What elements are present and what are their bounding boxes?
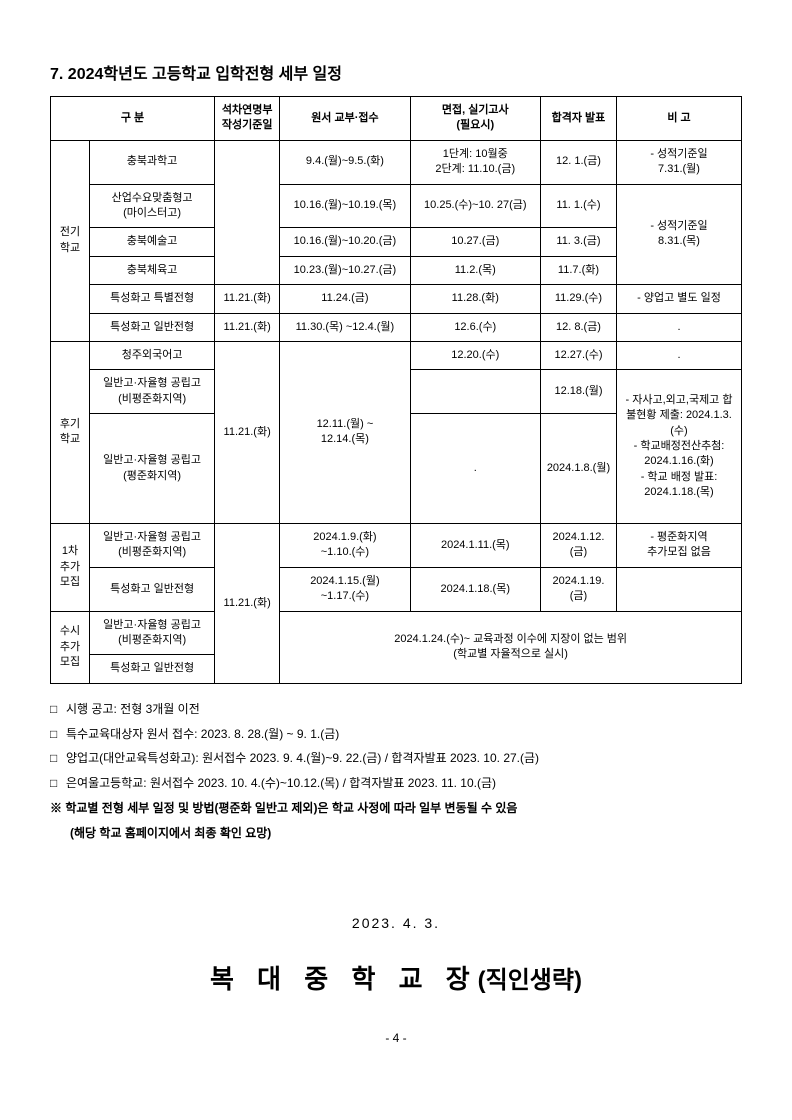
cat: 특성화고 일반전형: [90, 567, 215, 611]
cell-apply: 10.23.(월)~10.27.(금): [280, 256, 410, 284]
header-bigo: 비 고: [617, 97, 742, 141]
cell-date: 11.21.(화): [215, 285, 280, 313]
cell-merged: 2024.1.24.(수)~ 교육과정 이수에 지장이 없는 범위(학교별 자율…: [280, 611, 742, 683]
cell-exam: 10.27.(금): [410, 228, 540, 256]
cell-note: - 성적기준일8.31.(목): [617, 184, 742, 285]
table-row: 특성화고 특별전형 11.21.(화) 11.24.(금) 11.28.(화) …: [51, 285, 742, 313]
schedule-table: 구 분 석차연명부작성기준일 원서 교부·접수 면접, 실기고사(필요시) 합격…: [50, 96, 742, 684]
group-susi: 수시추가모집: [51, 611, 90, 683]
signature-paren: (직인생략): [478, 967, 582, 994]
cell-date: 11.21.(화): [215, 524, 280, 684]
table-row: 수시추가모집 일반고·자율형 공립고(비평준화지역) 2024.1.24.(수)…: [51, 611, 742, 655]
header-seokcha: 석차연명부작성기준일: [215, 97, 280, 141]
cell-pass: 11.29.(수): [540, 285, 616, 313]
table-row: 특성화고 일반전형 2024.1.15.(월)~1.17.(수) 2024.1.…: [51, 567, 742, 611]
cell-pass: 2024.1.12.(금): [540, 524, 616, 568]
note-item-bold: ※ 학교별 전형 세부 일정 및 방법(평준화 일반고 제외)은 학교 사정에 …: [50, 797, 742, 820]
notes-list: □시행 공고: 전형 3개월 이전 □특수교육대상자 원서 접수: 2023. …: [50, 698, 742, 845]
cell-pass: 11. 1.(수): [540, 184, 616, 228]
cell-pass: 11. 3.(금): [540, 228, 616, 256]
note-item: □은여울고등학교: 원서접수 2023. 10. 4.(수)~10.12.(목)…: [50, 772, 742, 795]
cell-pass: 12. 1.(금): [540, 140, 616, 184]
cell-exam: 12.20.(수): [410, 341, 540, 369]
cell-pass: 12.18.(월): [540, 370, 616, 414]
cell-note: .: [617, 341, 742, 369]
signature-org: 복 대 중 학 교 장: [210, 964, 478, 994]
cat: 특성화고 특별전형: [90, 285, 215, 313]
note-item-bold: (해당 학교 홈페이지에서 최종 확인 요망): [50, 822, 742, 845]
section-title: 7. 2024학년도 고등학교 입학전형 세부 일정: [50, 60, 742, 84]
cell-apply: 2024.1.15.(월)~1.17.(수): [280, 567, 410, 611]
header-gubun: 구 분: [51, 97, 215, 141]
table-row: 특성화고 일반전형 11.21.(화) 11.30.(목) ~12.4.(월) …: [51, 313, 742, 341]
footer-date: 2023. 4. 3.: [50, 915, 742, 931]
cat: 특성화고 일반전형: [90, 655, 215, 683]
cat: 산업수요맞춤형고(마이스터고): [90, 184, 215, 228]
header-myeonjeop: 면접, 실기고사(필요시): [410, 97, 540, 141]
cell-pass: 12. 8.(금): [540, 313, 616, 341]
cat: 일반고·자율형 공립고(평준화지역): [90, 414, 215, 524]
header-wonseo: 원서 교부·접수: [280, 97, 410, 141]
cat: 충북체육고: [90, 256, 215, 284]
cell-note: - 자사고,외고,국제고 합불현황 제출: 2024.1.3.(수)- 학교배정…: [617, 370, 742, 524]
cell-apply: 2024.1.9.(화)~1.10.(수): [280, 524, 410, 568]
cat: 충북과학고: [90, 140, 215, 184]
table-header-row: 구 분 석차연명부작성기준일 원서 교부·접수 면접, 실기고사(필요시) 합격…: [51, 97, 742, 141]
cell-pass: 2024.1.19.(금): [540, 567, 616, 611]
table-row: 후기학교 청주외국어고 11.21.(화) 12.11.(월) ~12.14.(…: [51, 341, 742, 369]
cell-pass: 2024.1.8.(월): [540, 414, 616, 524]
cell-note: [617, 567, 742, 611]
cell-note: .: [617, 313, 742, 341]
cell-date: [215, 140, 280, 284]
cell-exam: 1단계: 10월중2단계: 11.10.(금): [410, 140, 540, 184]
cat: 청주외국어고: [90, 341, 215, 369]
cell-date: 11.21.(화): [215, 341, 280, 523]
cell-exam: [410, 370, 540, 414]
cell-note: - 성적기준일7.31.(월): [617, 140, 742, 184]
cell-date: 11.21.(화): [215, 313, 280, 341]
cell-apply: 10.16.(월)~10.20.(금): [280, 228, 410, 256]
cat: 일반고·자율형 공립고(비평준화지역): [90, 524, 215, 568]
cell-pass: 12.27.(수): [540, 341, 616, 369]
page-number: - 4 -: [50, 1031, 742, 1045]
cell-exam: 2024.1.11.(목): [410, 524, 540, 568]
group-jeongi: 전기학교: [51, 140, 90, 341]
note-item: □특수교육대상자 원서 접수: 2023. 8. 28.(월) ~ 9. 1.(…: [50, 723, 742, 746]
cat: 특성화고 일반전형: [90, 313, 215, 341]
note-item: □양업고(대안교육특성화고): 원서접수 2023. 9. 4.(월)~9. 2…: [50, 747, 742, 770]
table-row: 전기학교 충북과학고 9.4.(월)~9.5.(화) 1단계: 10월중2단계:…: [51, 140, 742, 184]
cell-pass: 11.7.(화): [540, 256, 616, 284]
table-row: 1차추가모집 일반고·자율형 공립고(비평준화지역) 11.21.(화) 202…: [51, 524, 742, 568]
cell-note: - 평준화지역추가모집 없음: [617, 524, 742, 568]
note-item: □시행 공고: 전형 3개월 이전: [50, 698, 742, 721]
header-hapgyeok: 합격자 발표: [540, 97, 616, 141]
cell-exam: 2024.1.18.(목): [410, 567, 540, 611]
cell-exam: 11.2.(목): [410, 256, 540, 284]
group-first: 1차추가모집: [51, 524, 90, 612]
cell-apply: 10.16.(월)~10.19.(목): [280, 184, 410, 228]
footer-signature: 복 대 중 학 교 장(직인생략): [50, 959, 742, 996]
cell-apply: 11.30.(목) ~12.4.(월): [280, 313, 410, 341]
cell-exam: 10.25.(수)~10. 27(금): [410, 184, 540, 228]
group-hugi: 후기학교: [51, 341, 90, 523]
cell-apply: 12.11.(월) ~12.14.(목): [280, 341, 410, 523]
cell-apply: 11.24.(금): [280, 285, 410, 313]
cat: 충북예술고: [90, 228, 215, 256]
cell-exam: 12.6.(수): [410, 313, 540, 341]
cell-note: - 양업고 별도 일정: [617, 285, 742, 313]
cell-exam: .: [410, 414, 540, 524]
cat: 일반고·자율형 공립고(비평준화지역): [90, 611, 215, 655]
table-row: 산업수요맞춤형고(마이스터고) 10.16.(월)~10.19.(목) 10.2…: [51, 184, 742, 228]
cell-apply: 9.4.(월)~9.5.(화): [280, 140, 410, 184]
cat: 일반고·자율형 공립고(비평준화지역): [90, 370, 215, 414]
cell-exam: 11.28.(화): [410, 285, 540, 313]
